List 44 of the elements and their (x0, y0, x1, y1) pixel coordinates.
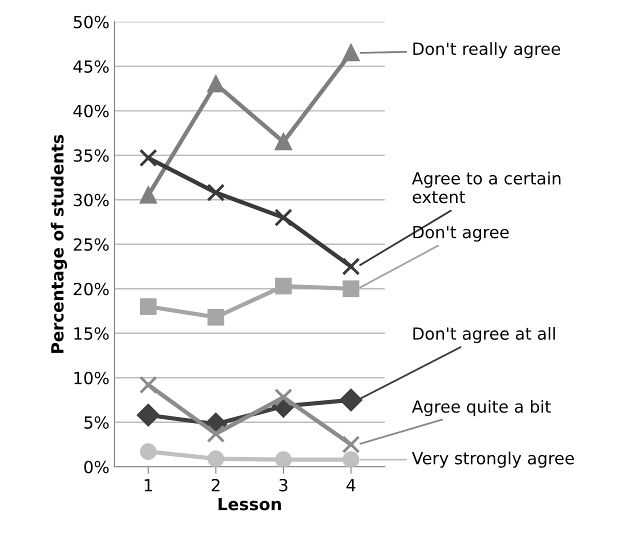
point (139, 376, 158, 394)
x-axis-title: Lesson (218, 498, 281, 510)
y-tick-label: 30% (74, 194, 109, 206)
point (275, 134, 292, 150)
point (342, 435, 360, 454)
point (342, 257, 360, 276)
x-tick-label: 3 (279, 478, 288, 492)
point (342, 451, 360, 467)
legend-label: Very strongly agree (412, 452, 574, 468)
x-tick-label: 2 (212, 478, 220, 492)
point (208, 308, 224, 326)
point (342, 280, 360, 298)
point (137, 404, 160, 426)
y-tick-label: 10% (74, 372, 109, 384)
point (140, 186, 157, 204)
point (140, 298, 157, 315)
text: Agree quite a bit (412, 400, 551, 416)
y-tick-label: 20% (74, 282, 109, 296)
point (275, 451, 292, 467)
y-tick-label: 40% (73, 104, 109, 118)
text: Don't agree (413, 226, 509, 242)
y-tick-label: 5% (84, 416, 109, 429)
point (342, 44, 360, 62)
text: Don't agree at all (413, 326, 555, 344)
x-tick-label: 4 (346, 479, 356, 492)
legend-label: Don't really agree (413, 42, 560, 58)
y-tick-label: 0% (84, 460, 109, 474)
x-tick-label: 1 (144, 479, 152, 492)
point (275, 278, 292, 294)
y-tick-label: 15% (74, 327, 109, 340)
point (208, 76, 224, 92)
y-tick-label: 45% (73, 60, 109, 73)
point (340, 388, 362, 412)
y-tick-label: 25% (74, 238, 109, 251)
point (274, 208, 292, 227)
y-tick-label: 50% (74, 16, 109, 28)
text: Agree to a certain extent (412, 172, 560, 204)
point (206, 184, 225, 202)
y-axis-title: Percentage of students (50, 134, 68, 353)
point (140, 443, 157, 460)
y-tick-label: 35% (74, 149, 109, 162)
point (139, 148, 158, 167)
point (206, 424, 225, 443)
point (208, 450, 224, 467)
